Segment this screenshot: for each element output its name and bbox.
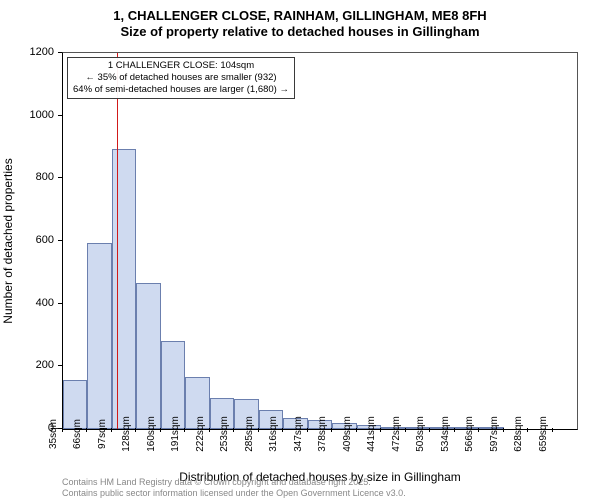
- histogram-bar: [112, 149, 136, 429]
- x-tick-mark: [527, 428, 528, 432]
- x-tick-label: 503sqm: [415, 416, 426, 452]
- x-tick-label: 97sqm: [97, 419, 108, 449]
- x-tick-mark: [111, 428, 112, 432]
- plot-area: 1 CHALLENGER CLOSE: 104sqm ← 35% of deta…: [62, 52, 578, 430]
- x-tick-label: 35sqm: [48, 419, 59, 449]
- marker-annotation: 1 CHALLENGER CLOSE: 104sqm ← 35% of deta…: [67, 57, 295, 99]
- x-tick-mark: [356, 428, 357, 432]
- y-axis-ticks: 020040060080010001200: [0, 52, 60, 430]
- x-tick-label: 160sqm: [146, 416, 157, 452]
- x-tick-label: 566sqm: [464, 416, 475, 452]
- x-tick-label: 128sqm: [121, 416, 132, 452]
- y-tick-label: 200: [36, 359, 54, 371]
- x-tick-label: 659sqm: [538, 416, 549, 452]
- footer-line-2: Contains public sector information licen…: [62, 488, 406, 498]
- x-tick-label: 534sqm: [440, 416, 451, 452]
- x-tick-mark: [160, 428, 161, 432]
- x-tick-mark: [503, 428, 504, 432]
- x-tick-mark: [429, 428, 430, 432]
- annotation-line-2: ← 35% of detached houses are smaller (93…: [73, 72, 289, 84]
- x-tick-label: 409sqm: [342, 416, 353, 452]
- x-tick-mark: [233, 428, 234, 432]
- x-tick-mark: [86, 428, 87, 432]
- marker-line: [117, 53, 118, 429]
- x-tick-mark: [258, 428, 259, 432]
- annotation-line-3: 64% of semi-detached houses are larger (…: [73, 84, 289, 96]
- x-tick-mark: [454, 428, 455, 432]
- chart-container: 1, CHALLENGER CLOSE, RAINHAM, GILLINGHAM…: [0, 0, 600, 500]
- x-tick-mark: [380, 428, 381, 432]
- y-tick-label: 1200: [30, 46, 54, 58]
- x-tick-mark: [209, 428, 210, 432]
- chart-title: 1, CHALLENGER CLOSE, RAINHAM, GILLINGHAM…: [0, 0, 600, 41]
- x-tick-mark: [135, 428, 136, 432]
- x-tick-mark: [552, 428, 553, 432]
- x-tick-label: 597sqm: [489, 416, 500, 452]
- x-tick-label: 285sqm: [244, 416, 255, 452]
- y-tick-label: 600: [36, 234, 54, 246]
- footer-attribution: Contains HM Land Registry data © Crown c…: [62, 477, 406, 498]
- x-tick-label: 441sqm: [366, 416, 377, 452]
- x-tick-mark: [62, 428, 63, 432]
- x-tick-mark: [331, 428, 332, 432]
- footer-line-1: Contains HM Land Registry data © Crown c…: [62, 477, 406, 487]
- x-tick-label: 222sqm: [195, 416, 206, 452]
- y-tick-label: 400: [36, 297, 54, 309]
- histogram-bar: [87, 243, 111, 429]
- x-tick-label: 347sqm: [293, 416, 304, 452]
- x-tick-label: 253sqm: [219, 416, 230, 452]
- x-tick-mark: [478, 428, 479, 432]
- title-line-2: Size of property relative to detached ho…: [0, 24, 600, 40]
- x-tick-mark: [184, 428, 185, 432]
- x-tick-label: 191sqm: [170, 416, 181, 452]
- title-line-1: 1, CHALLENGER CLOSE, RAINHAM, GILLINGHAM…: [0, 8, 600, 24]
- x-tick-label: 66sqm: [72, 419, 83, 449]
- x-tick-label: 628sqm: [513, 416, 524, 452]
- histogram-bar: [136, 283, 160, 429]
- annotation-line-1: 1 CHALLENGER CLOSE: 104sqm: [73, 60, 289, 72]
- x-tick-mark: [282, 428, 283, 432]
- x-tick-label: 472sqm: [391, 416, 402, 452]
- x-tick-label: 378sqm: [317, 416, 328, 452]
- x-tick-mark: [307, 428, 308, 432]
- y-tick-label: 1000: [30, 109, 54, 121]
- y-tick-label: 800: [36, 171, 54, 183]
- x-tick-label: 316sqm: [268, 416, 279, 452]
- x-tick-mark: [405, 428, 406, 432]
